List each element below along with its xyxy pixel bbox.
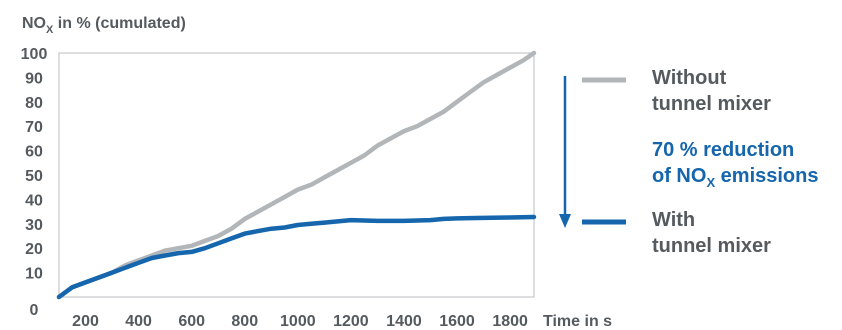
y-axis-title: NOX in % (cumulated) xyxy=(22,15,186,36)
annotation-line1: 70 % reduction xyxy=(652,139,794,161)
y-tick-label-20: 20 xyxy=(25,241,43,258)
y-tick-label-40: 40 xyxy=(25,192,43,209)
x-tick-label-200: 200 xyxy=(72,313,99,330)
y-tick-label-60: 60 xyxy=(25,144,43,161)
x-tick-label-1000: 1000 xyxy=(280,313,316,330)
y-tick-label-10: 10 xyxy=(25,266,43,283)
series-line-without-tunnel-mixer xyxy=(56,50,537,300)
series-lines xyxy=(56,50,537,300)
series-line-with-tunnel-mixer xyxy=(56,214,537,300)
annotation-line2-sub: X xyxy=(706,175,715,190)
x-tick-label-600: 600 xyxy=(178,313,205,330)
y-axis-title-rest: in % (cumulated) xyxy=(53,15,185,32)
x-tick-label-1400: 1400 xyxy=(386,313,422,330)
plot-area-frame xyxy=(58,52,535,298)
y-tick-label-100: 100 xyxy=(21,46,48,63)
x-tick-label-800: 800 xyxy=(231,313,258,330)
y-tick-labels: 0 10 20 30 40 50 60 70 80 90 100 xyxy=(21,46,48,319)
y-tick-label-30: 30 xyxy=(25,217,43,234)
y-axis-title-main: NO xyxy=(22,15,46,32)
x-tick-labels: 200 400 600 800 1000 1200 1400 1600 1800 xyxy=(72,313,528,330)
legend-label-with-line1: With xyxy=(652,209,695,231)
annotation-line2-main: of NO xyxy=(652,165,706,187)
annotation-line2: of NOX emissions xyxy=(652,165,819,190)
y-tick-label-0: 0 xyxy=(30,302,39,319)
y-tick-label-80: 80 xyxy=(25,95,43,112)
x-tick-label-1600: 1600 xyxy=(439,313,475,330)
y-tick-label-50: 50 xyxy=(25,168,43,185)
annotation-line2-rest: emissions xyxy=(715,165,818,187)
y-tick-label-90: 90 xyxy=(25,70,43,87)
legend-label-without-line1: Without xyxy=(652,67,727,89)
x-tick-label-1200: 1200 xyxy=(333,313,369,330)
x-tick-label-1800: 1800 xyxy=(492,313,528,330)
reduction-arrow-head xyxy=(559,214,571,228)
legend-label-with-line2: tunnel mixer xyxy=(652,235,771,257)
x-tick-label-400: 400 xyxy=(125,313,152,330)
x-axis-title: Time in s xyxy=(543,313,612,330)
y-tick-label-70: 70 xyxy=(25,119,43,136)
y-axis-title-sub: X xyxy=(46,24,54,36)
legend-label-without-line2: tunnel mixer xyxy=(652,93,771,115)
